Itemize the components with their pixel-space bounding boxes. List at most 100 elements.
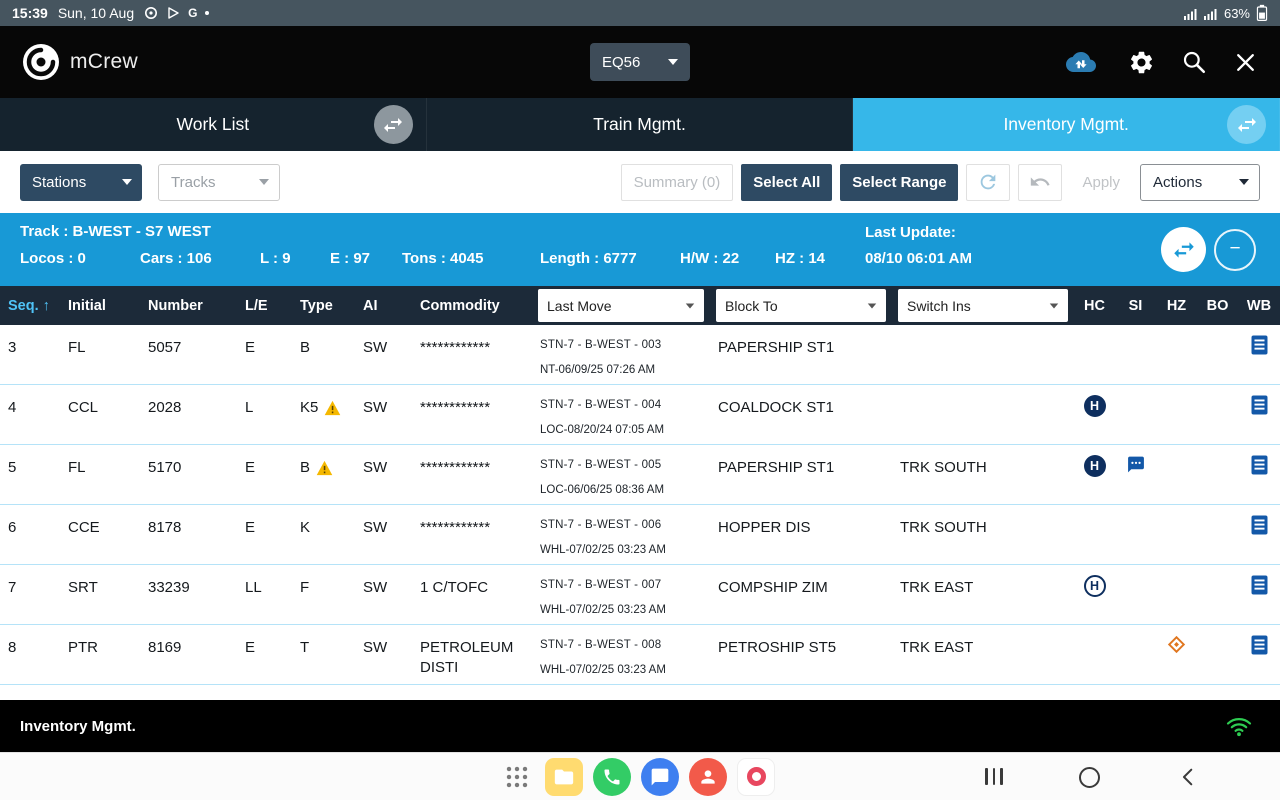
- tab-train-mgmt[interactable]: Train Mgmt.: [427, 98, 854, 151]
- swap-track-button[interactable]: [1161, 227, 1206, 272]
- column-header-commodity: Commodity: [420, 297, 500, 314]
- app-logo-group: mCrew: [22, 43, 138, 81]
- cars-stat: Cars : 106: [140, 250, 212, 267]
- waybill-document-icon[interactable]: [1251, 455, 1268, 504]
- waybill-document-icon[interactable]: [1251, 515, 1268, 564]
- camera-app-icon[interactable]: [737, 757, 775, 796]
- waybill-document-icon[interactable]: [1251, 575, 1268, 624]
- cell-last-move: STN-7 - B-WEST - 007 WHL-07/02/25 03:23 …: [540, 579, 666, 616]
- cell-bo: [1197, 445, 1238, 504]
- cell-ai: SW: [363, 339, 388, 356]
- hazmat-diamond-icon: [1167, 635, 1186, 684]
- contacts-app-icon[interactable]: [689, 757, 727, 796]
- stations-select[interactable]: Stations: [20, 163, 142, 201]
- tracks-select[interactable]: Tracks: [158, 163, 280, 201]
- cell-seq: 4: [8, 399, 17, 416]
- cell-le: L: [245, 399, 254, 416]
- close-icon[interactable]: [1233, 50, 1258, 75]
- cell-commodity: ************: [420, 399, 491, 416]
- cell-hz: [1156, 445, 1197, 504]
- table-body: 3 FL 5057 E B SW ************ STN-7 - B-…: [0, 325, 1280, 685]
- undo-button[interactable]: [1018, 163, 1063, 201]
- home-button[interactable]: [1079, 767, 1100, 788]
- cell-type: B: [292, 445, 355, 504]
- tab-inventory-mgmt[interactable]: Inventory Mgmt.: [853, 98, 1280, 151]
- warning-icon: [316, 460, 333, 482]
- google-icon: G: [188, 6, 198, 20]
- signal-bars-2-icon: [1203, 8, 1217, 20]
- column-header-block-to: Block To: [710, 289, 892, 322]
- cell-hc: H: [1074, 445, 1115, 504]
- cell-initial: CCL: [68, 399, 99, 416]
- signal-bars-icon: [1183, 8, 1197, 20]
- table-row[interactable]: 7 SRT 33239 LL F SW 1 C/TOFC STN-7 - B-W…: [0, 565, 1280, 625]
- header-actions: [1060, 47, 1258, 77]
- cell-block-to: COALDOCK ST1: [718, 399, 834, 416]
- cell-le: E: [245, 639, 256, 656]
- recent-apps-button[interactable]: [985, 768, 1003, 785]
- waybill-document-icon[interactable]: [1251, 635, 1268, 684]
- cell-block-to: HOPPER DIS: [718, 519, 811, 536]
- table-row[interactable]: 8 PTR 8169 E T SW PETROLEUM DISTI STN-7 …: [0, 625, 1280, 685]
- cell-hc: [1074, 625, 1115, 684]
- column-header-ai: AI: [363, 297, 378, 314]
- select-range-button[interactable]: Select Range: [840, 163, 959, 201]
- table-row[interactable]: 4 CCL 2028 L K5 SW ************ STN-7 - …: [0, 385, 1280, 445]
- refresh-button[interactable]: [966, 163, 1011, 201]
- files-app-icon[interactable]: [545, 757, 583, 796]
- cell-number: 5057: [148, 339, 182, 356]
- cell-wb: [1238, 505, 1280, 564]
- hw-stat: H/W : 22: [680, 250, 740, 267]
- cell-wb: [1238, 385, 1280, 444]
- equipment-select[interactable]: EQ56: [590, 43, 690, 81]
- waybill-document-icon[interactable]: [1251, 335, 1268, 384]
- cell-hz: [1156, 565, 1197, 624]
- cell-last-move: STN-7 - B-WEST - 003 NT-06/09/25 07:26 A…: [540, 339, 662, 376]
- swap-horizontal-icon[interactable]: [1227, 105, 1267, 144]
- cell-le: E: [245, 339, 256, 356]
- actions-select[interactable]: Actions: [1140, 163, 1260, 201]
- last-update-value: 08/10 06:01 AM: [865, 250, 973, 267]
- cell-bo: [1197, 505, 1238, 564]
- last-move-filter-select[interactable]: Last Move: [538, 289, 704, 322]
- block-to-filter-select[interactable]: Block To: [716, 289, 886, 322]
- cell-initial: FL: [68, 339, 86, 356]
- app-drawer-icon[interactable]: [505, 764, 529, 789]
- comment-bubble-icon[interactable]: [1126, 455, 1146, 504]
- cell-le: E: [245, 459, 256, 476]
- settings-gear-icon[interactable]: [1128, 49, 1155, 76]
- column-header-initial: Initial: [68, 297, 106, 314]
- empties-stat: E : 97: [330, 250, 371, 267]
- table-row[interactable]: 5 FL 5170 E B SW ************ STN-7 - B-…: [0, 445, 1280, 505]
- tab-work-list[interactable]: Work List: [0, 98, 427, 151]
- select-all-button[interactable]: Select All: [741, 163, 833, 201]
- cell-block-to: PETROSHIP ST5: [718, 639, 837, 656]
- chevron-down-icon: [122, 179, 132, 185]
- collapse-summary-button[interactable]: −: [1214, 229, 1256, 271]
- column-header-seq[interactable]: Seq. ↑: [8, 297, 50, 314]
- summary-button[interactable]: Summary (0): [620, 163, 734, 201]
- search-icon[interactable]: [1181, 49, 1207, 75]
- cell-si: [1115, 505, 1156, 564]
- chevron-down-icon: [1049, 302, 1059, 309]
- cell-last-move: STN-7 - B-WEST - 008 WHL-07/02/25 03:23 …: [540, 639, 666, 676]
- cell-hc: [1074, 325, 1115, 384]
- cell-initial: FL: [68, 459, 86, 476]
- cell-bo: [1197, 325, 1238, 384]
- toolbar-actions: Summary (0) Select All Select Range Appl…: [620, 163, 1260, 201]
- table-row[interactable]: 6 CCE 8178 E K SW ************ STN-7 - B…: [0, 505, 1280, 565]
- apply-button[interactable]: Apply: [1070, 163, 1132, 201]
- switch-ins-filter-select[interactable]: Switch Ins: [898, 289, 1068, 322]
- battery-percent: 63%: [1223, 5, 1250, 21]
- cell-number: 5170: [148, 459, 182, 476]
- cell-switch-ins: TRK SOUTH: [900, 459, 987, 476]
- messages-app-icon[interactable]: [641, 757, 679, 796]
- phone-app-icon[interactable]: [593, 757, 631, 796]
- swap-horizontal-icon[interactable]: [373, 105, 413, 144]
- table-row[interactable]: 3 FL 5057 E B SW ************ STN-7 - B-…: [0, 325, 1280, 385]
- table-empty-area: [0, 685, 1280, 700]
- cell-ai: SW: [363, 579, 388, 596]
- waybill-document-icon[interactable]: [1251, 395, 1268, 444]
- cloud-sync-icon[interactable]: [1060, 47, 1102, 77]
- back-button[interactable]: [1178, 766, 1200, 788]
